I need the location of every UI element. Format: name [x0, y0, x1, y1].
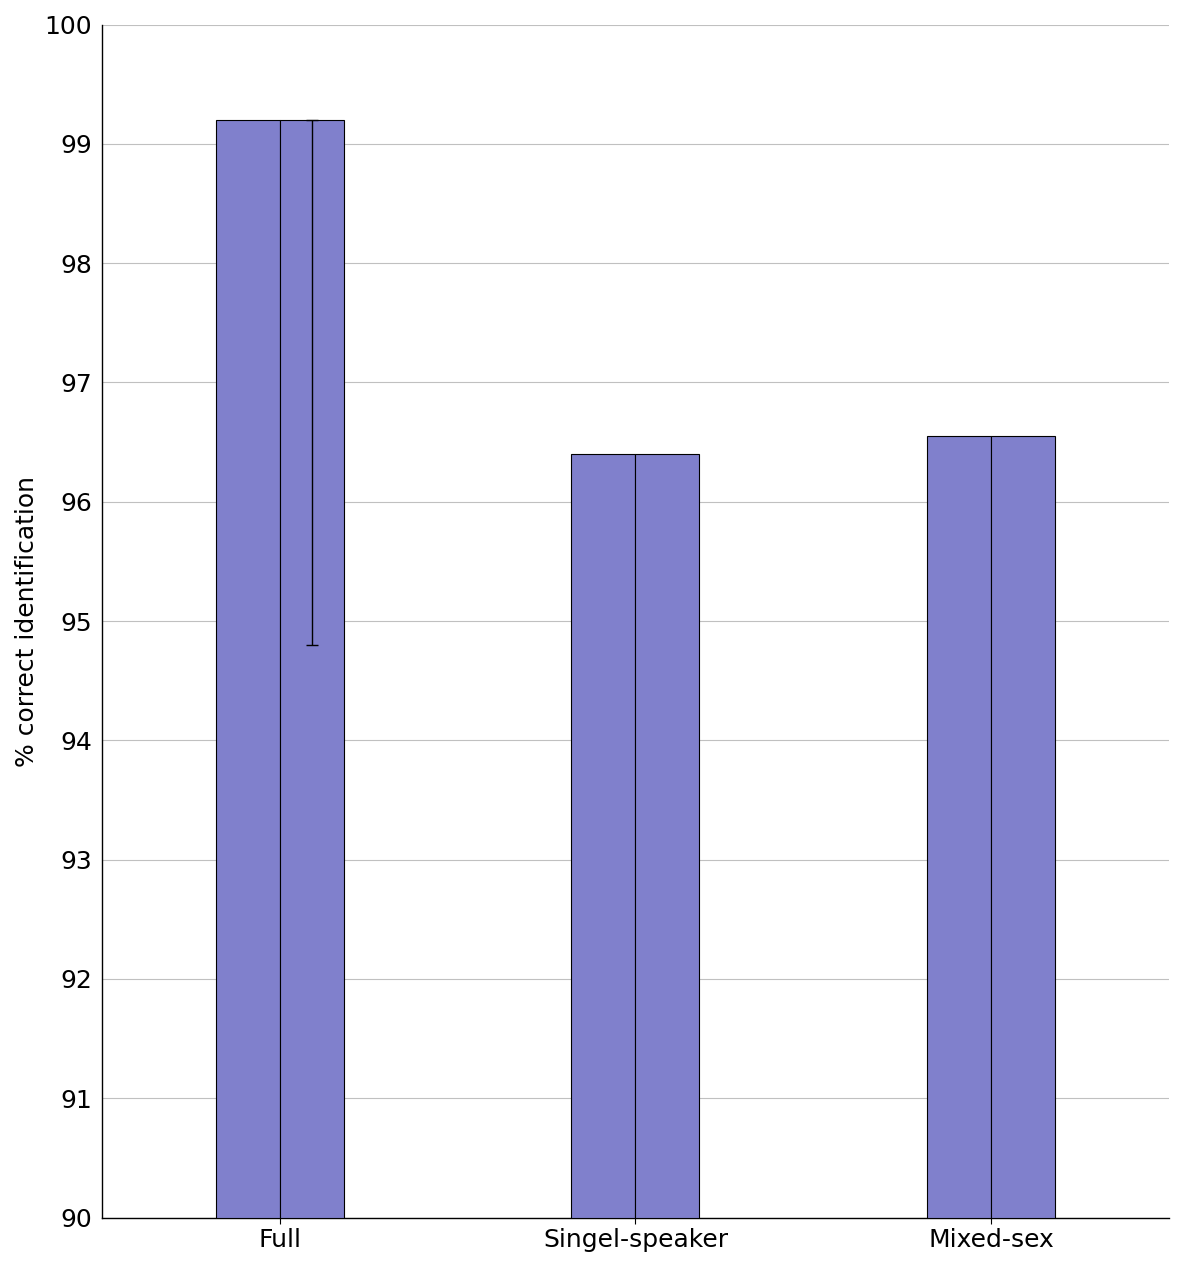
Bar — [636, 454, 700, 1218]
Bar — [215, 120, 279, 1218]
Bar — [572, 454, 636, 1218]
Bar — [279, 120, 343, 1218]
Bar — [991, 436, 1055, 1218]
Y-axis label: % correct identification: % correct identification — [15, 475, 39, 767]
Bar — [927, 436, 991, 1218]
